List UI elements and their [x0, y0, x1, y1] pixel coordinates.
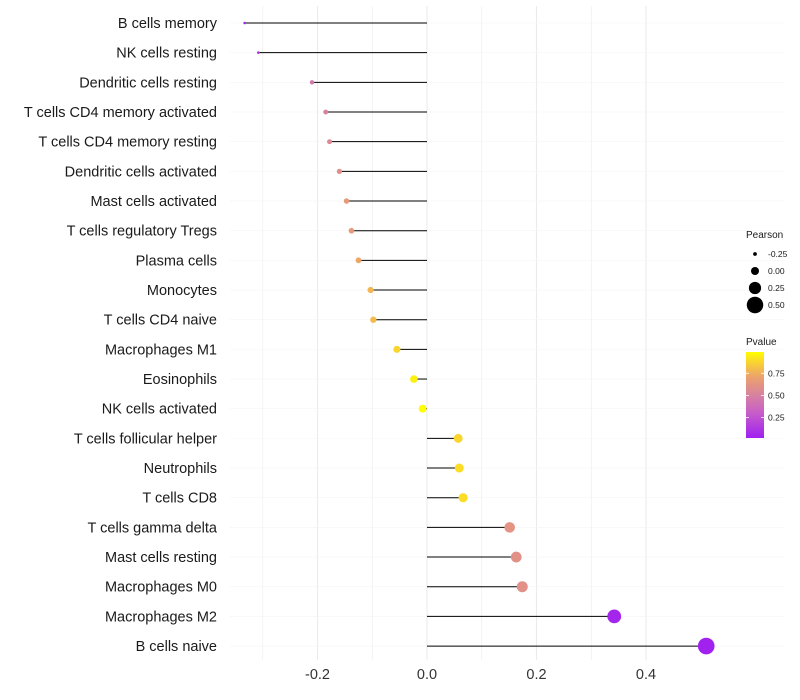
legend-pearson-title: Pearson — [746, 230, 783, 241]
data-point — [367, 286, 374, 294]
legend-color-label: 0.25 — [768, 413, 785, 423]
data-point — [309, 80, 315, 85]
legend-size-label: 0.50 — [768, 300, 785, 310]
data-point — [355, 257, 362, 264]
data-point — [336, 168, 343, 174]
legend-size-dot — [753, 252, 757, 256]
category-label: Macrophages M1 — [105, 342, 217, 358]
legend-color-label: 0.50 — [768, 390, 785, 400]
data-point — [243, 21, 246, 25]
category-label: Macrophages M0 — [105, 580, 217, 596]
data-point — [454, 463, 464, 473]
category-label: Monocytes — [147, 283, 217, 299]
category-label: NK cells resting — [116, 46, 217, 62]
category-label: Plasma cells — [136, 253, 217, 269]
legend-size-dot — [751, 267, 759, 275]
category-label: T cells CD8 — [142, 491, 217, 507]
x-tick-label: 0.0 — [417, 667, 437, 683]
category-label: T cells CD4 memory activated — [24, 105, 217, 121]
data-point — [458, 493, 468, 503]
category-label: Eosinophils — [143, 372, 217, 388]
data-point — [393, 345, 401, 353]
x-tick-label: -0.2 — [305, 667, 330, 683]
data-point — [510, 551, 522, 563]
legend-pvalue-title: Pvalue — [746, 337, 777, 348]
grid-layer — [230, 6, 785, 660]
data-point — [410, 375, 418, 383]
data-point — [516, 581, 528, 593]
x-axis-ticks: -0.2 0.0 0.2 0.4 — [305, 667, 656, 683]
data-point — [607, 609, 622, 624]
category-label: T cells CD4 naive — [104, 313, 217, 329]
category-label: B cells memory — [118, 16, 218, 32]
legend-size-label: 0.25 — [768, 283, 785, 293]
category-label: T cells follicular helper — [74, 431, 217, 447]
legend-pearson: Pearson -0.25 0.00 0.25 0.50 — [746, 230, 788, 314]
category-labels: B cells memory NK cells resting Dendritic … — [24, 16, 218, 655]
x-tick-label: 0.4 — [636, 667, 656, 683]
category-label: Mast cells activated — [90, 194, 217, 210]
category-label: T cells gamma delta — [88, 520, 218, 536]
legend-size-dot — [746, 296, 764, 314]
legend-size-label: 0.00 — [768, 266, 785, 276]
legend-pvalue: Pvalue 0.75 0.50 0.25 — [746, 337, 785, 438]
x-tick-label: 0.2 — [526, 667, 546, 683]
data-point — [348, 227, 355, 234]
data-point — [418, 404, 427, 413]
category-label: Neutrophils — [144, 461, 217, 477]
data-point — [504, 522, 515, 533]
data-point — [323, 109, 329, 115]
data-point — [370, 316, 377, 323]
category-label: T cells CD4 memory resting — [38, 135, 217, 151]
data-point — [343, 198, 350, 204]
category-label: Macrophages M2 — [105, 609, 217, 625]
legend-size-dot — [748, 281, 762, 295]
data-point — [256, 51, 260, 55]
category-label: NK cells activated — [102, 402, 217, 418]
category-label: Dendritic cells resting — [79, 75, 217, 91]
category-label: Dendritic cells activated — [65, 164, 217, 180]
dot-layer — [243, 21, 715, 655]
category-label: Mast cells resting — [105, 550, 217, 566]
legend-color-label: 0.75 — [768, 368, 785, 378]
data-point — [453, 433, 463, 443]
data-point — [697, 637, 715, 655]
category-label: B cells naive — [136, 639, 217, 655]
legend-colorbar — [746, 352, 764, 438]
category-label: T cells regulatory Tregs — [67, 224, 217, 240]
data-point — [327, 139, 333, 145]
legend-size-label: -0.25 — [768, 249, 788, 259]
stem-layer — [244, 22, 707, 647]
